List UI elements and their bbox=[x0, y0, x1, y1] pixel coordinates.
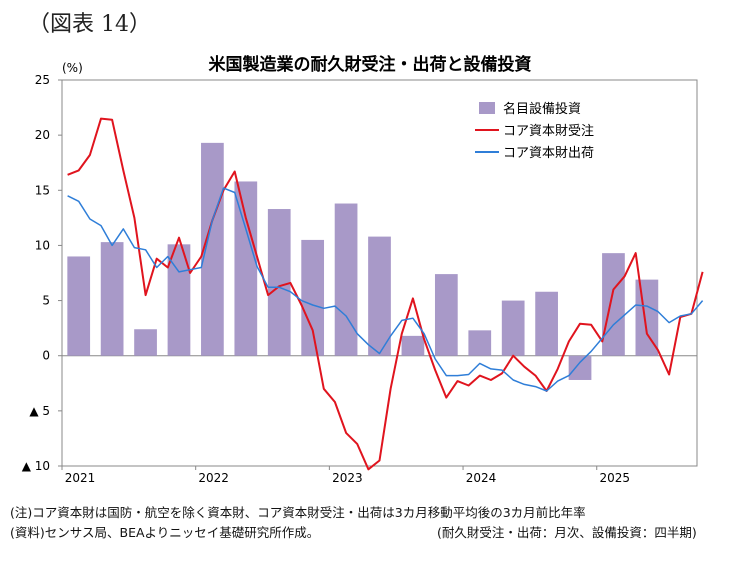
legend-core-shipments: コア資本財出荷 bbox=[503, 146, 594, 161]
bar-capex bbox=[535, 291, 558, 356]
chart-title: 米国製造業の耐久財受注・出荷と設備投資 bbox=[209, 54, 532, 75]
note-source: (資料)センサス局、BEAよりニッセイ基礎研究所作成。 bbox=[10, 525, 320, 540]
x-tick-label: 2024 bbox=[466, 471, 497, 485]
x-tick-label: 2021 bbox=[65, 471, 96, 485]
y-tick-label: 25 bbox=[35, 73, 50, 87]
bar-capex bbox=[134, 329, 157, 356]
line-core-orders bbox=[67, 117, 704, 471]
bar-capex bbox=[468, 330, 492, 356]
y-tick-label: 10 bbox=[35, 238, 50, 252]
bar-capex bbox=[434, 274, 458, 356]
bar-capex bbox=[301, 239, 325, 356]
legend-core-orders: コア資本財受注 bbox=[503, 124, 594, 139]
figure-label: （図表 14） bbox=[28, 12, 151, 37]
y-tick-label: ▲ 10 bbox=[22, 459, 50, 473]
bar-capex bbox=[234, 181, 258, 356]
y-axis-unit: (%) bbox=[62, 61, 83, 75]
note-frequency: (耐久財受注・出荷：月次、設備投資：四半期) bbox=[437, 525, 697, 540]
y-tick-label: 15 bbox=[35, 183, 50, 197]
bar-capex bbox=[334, 203, 358, 356]
bar-capex bbox=[67, 256, 91, 356]
plot-frame bbox=[61, 79, 698, 467]
line-core-shipments bbox=[67, 187, 704, 392]
x-tick-label: 2025 bbox=[599, 471, 630, 485]
bar-capex bbox=[167, 244, 191, 356]
bar-capex bbox=[201, 142, 224, 356]
y-tick-label: 20 bbox=[35, 128, 50, 142]
bar-capex bbox=[401, 335, 425, 356]
legend-swatch-bar bbox=[479, 102, 495, 114]
bar-capex bbox=[267, 209, 291, 356]
y-tick-label: 5 bbox=[42, 294, 50, 308]
note-definition: (注)コア資本財は国防・航空を除く資本財、コア資本財受注・出荷は3カ月移動平均後… bbox=[10, 505, 586, 520]
y-tick-label: 0 bbox=[42, 349, 50, 363]
bar-capex bbox=[501, 300, 525, 356]
bar-capex bbox=[602, 253, 625, 356]
x-tick-label: 2022 bbox=[198, 471, 229, 485]
y-tick-label: ▲ 5 bbox=[29, 404, 50, 418]
bar-capex bbox=[568, 355, 592, 380]
bar-capex bbox=[368, 236, 391, 356]
bar-capex bbox=[100, 242, 124, 356]
legend-capex: 名目設備投資 bbox=[503, 101, 581, 117]
x-tick-label: 2023 bbox=[332, 471, 363, 485]
